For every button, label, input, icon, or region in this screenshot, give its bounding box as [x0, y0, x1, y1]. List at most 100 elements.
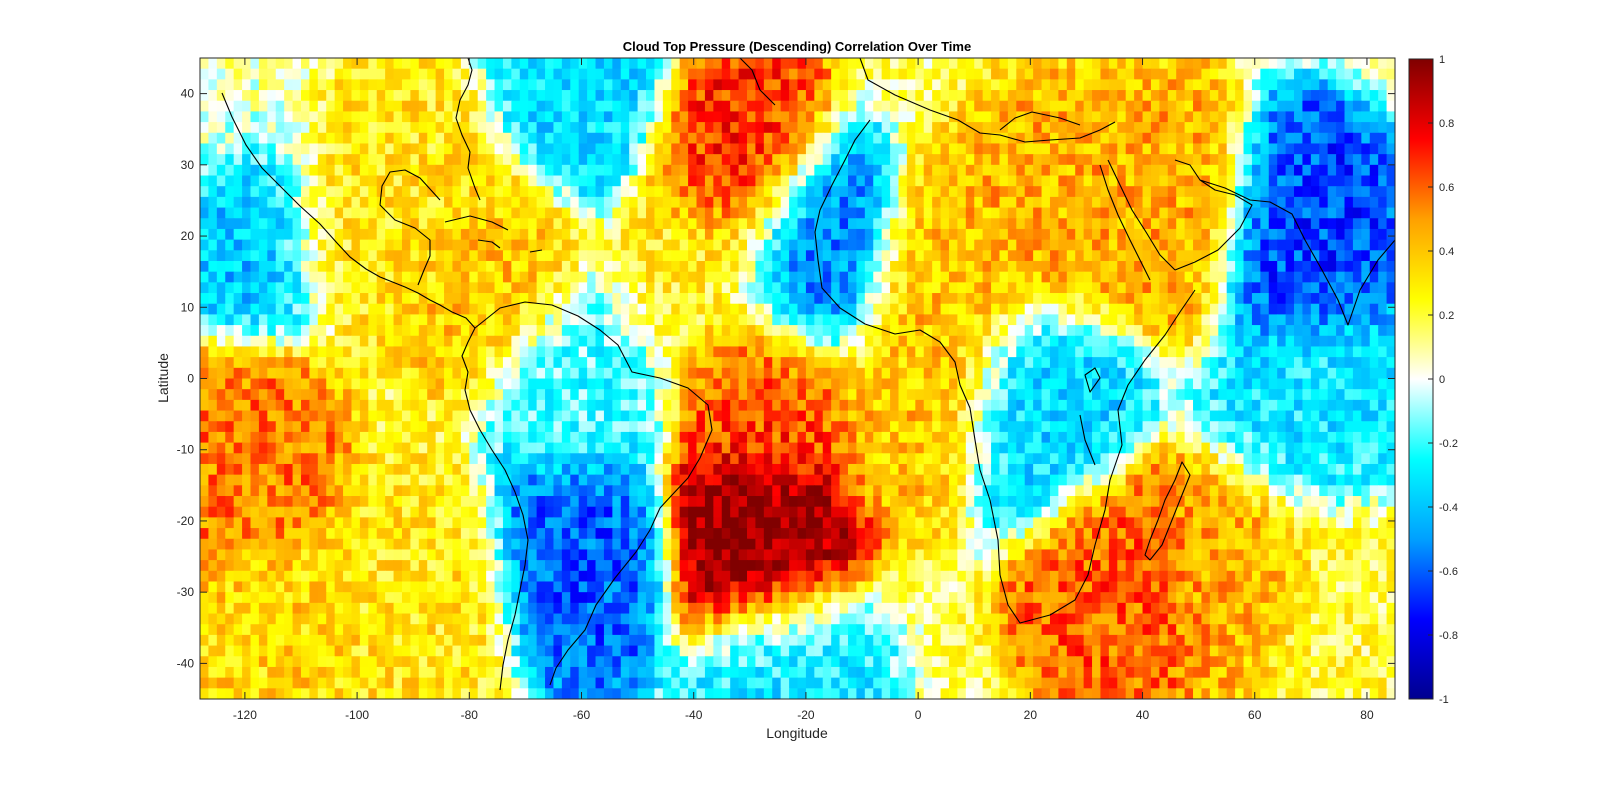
heatmap-cell: [721, 367, 731, 380]
heatmap-cell: [805, 410, 815, 422]
heatmap-cell: [1310, 175, 1320, 187]
heatmap-cell: [780, 68, 790, 80]
heatmap-cell: [486, 250, 496, 262]
heatmap-cell: [1159, 410, 1169, 422]
heatmap-cell: [1310, 90, 1320, 102]
heatmap-cell: [755, 399, 765, 412]
heatmap-cell: [763, 303, 773, 315]
heatmap-cell: [1033, 378, 1043, 390]
heatmap-cell: [1226, 79, 1236, 91]
heatmap-cell: [1193, 357, 1203, 369]
heatmap-cell: [1277, 239, 1287, 251]
heatmap-cell: [890, 303, 900, 315]
heatmap-cell: [351, 335, 361, 348]
heatmap-cell: [1159, 421, 1169, 433]
heatmap-cell: [965, 58, 975, 70]
heatmap-cell: [435, 389, 445, 401]
heatmap-cell: [275, 260, 285, 273]
heatmap-cell: [545, 90, 555, 102]
heatmap-cell: [1378, 132, 1388, 145]
heatmap-cell: [629, 164, 639, 177]
heatmap-cell: [486, 239, 496, 251]
heatmap-cell: [1150, 357, 1160, 369]
heatmap-cell: [1201, 314, 1211, 326]
heatmap-cell: [427, 143, 437, 155]
heatmap-cell: [242, 389, 252, 401]
heatmap-cell: [1024, 111, 1034, 123]
heatmap-cell: [519, 100, 529, 113]
heatmap-cell: [242, 218, 252, 230]
heatmap-cell: [250, 143, 260, 155]
heatmap-cell: [587, 79, 597, 91]
heatmap-cell: [376, 207, 386, 219]
heatmap-cell: [418, 68, 428, 80]
heatmap-cell: [385, 399, 395, 412]
heatmap-cell: [258, 271, 268, 283]
heatmap-cell: [208, 186, 218, 198]
heatmap-cell: [1142, 421, 1152, 433]
heatmap-cell: [696, 111, 706, 123]
heatmap-cell: [317, 90, 327, 102]
heatmap-cell: [1201, 389, 1211, 401]
heatmap-cell: [948, 218, 958, 230]
heatmap-cell: [763, 282, 773, 294]
heatmap-cell: [1117, 58, 1127, 70]
heatmap-cell: [401, 143, 411, 155]
heatmap-cell: [957, 303, 967, 315]
heatmap-cell: [519, 79, 529, 91]
heatmap-cell: [1319, 100, 1329, 113]
heatmap-cell: [376, 111, 386, 123]
heatmap-cell: [1268, 421, 1278, 433]
heatmap-cell: [1134, 260, 1144, 273]
heatmap-cell: [1201, 164, 1211, 177]
heatmap-cell: [713, 271, 723, 283]
heatmap-cell: [427, 367, 437, 380]
heatmap-cell: [225, 250, 235, 262]
heatmap-cell: [603, 218, 613, 230]
heatmap-cell: [603, 389, 613, 401]
heatmap-cell: [637, 378, 647, 390]
heatmap-cell: [401, 100, 411, 113]
heatmap-cell: [368, 250, 378, 262]
heatmap-cell: [780, 90, 790, 102]
heatmap-cell: [730, 68, 740, 80]
heatmap-cell: [948, 79, 958, 91]
heatmap-cell: [401, 175, 411, 187]
heatmap-cell: [940, 218, 950, 230]
heatmap-cell: [1016, 58, 1026, 70]
heatmap-cell: [359, 389, 369, 401]
heatmap-cell: [561, 282, 571, 294]
heatmap-cell: [1150, 186, 1160, 198]
heatmap-cell: [1007, 100, 1017, 113]
heatmap-cell: [284, 175, 294, 187]
heatmap-cell: [284, 389, 294, 401]
heatmap-cell: [1268, 239, 1278, 251]
heatmap-cell: [250, 79, 260, 91]
heatmap-cell: [1150, 90, 1160, 102]
heatmap-cell: [275, 282, 285, 294]
heatmap-cell: [1049, 282, 1059, 294]
heatmap-cell: [873, 250, 883, 262]
heatmap-cell: [1369, 367, 1379, 380]
heatmap-cell: [1226, 196, 1236, 209]
heatmap-cell: [738, 346, 748, 358]
heatmap-cell: [890, 421, 900, 433]
heatmap-cell: [477, 186, 487, 198]
heatmap-cell: [688, 196, 698, 209]
heatmap-cell: [1209, 186, 1219, 198]
heatmap-cell: [1310, 260, 1320, 273]
heatmap-cell: [595, 143, 605, 155]
heatmap-cell: [1041, 410, 1051, 422]
heatmap-cell: [797, 314, 807, 326]
heatmap-cell: [1125, 218, 1135, 230]
heatmap-cell: [713, 282, 723, 294]
heatmap-cell: [915, 186, 925, 198]
heatmap-cell: [1058, 90, 1068, 102]
heatmap-cell: [578, 421, 588, 433]
heatmap-cell: [671, 79, 681, 91]
heatmap-cell: [620, 228, 630, 241]
heatmap-cell: [401, 410, 411, 422]
heatmap-cell: [1378, 282, 1388, 294]
heatmap-cell: [772, 399, 782, 412]
heatmap-cell: [233, 79, 243, 91]
